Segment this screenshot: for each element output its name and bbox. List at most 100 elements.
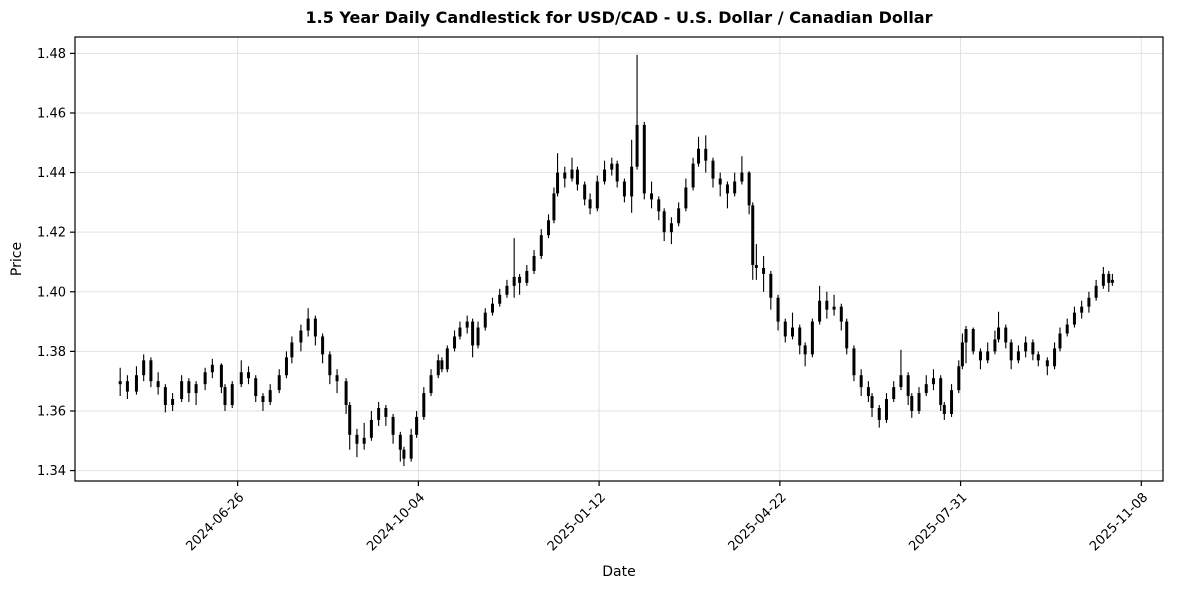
candle-body [859,375,863,388]
candle-body [595,181,599,209]
candle [818,285,822,325]
candle-body [453,336,457,349]
candle-body [476,327,480,346]
candle [556,153,560,197]
candle-body [261,396,265,403]
candle [210,358,214,379]
candle [223,384,227,411]
candle [575,166,579,191]
candle-body [798,327,802,346]
y-axis-label: Price [9,242,25,276]
candle-body [1058,333,1062,349]
y-tick-label: 1.38 [37,345,66,360]
candle [657,196,661,221]
candle-body [505,285,509,295]
x-axis-label: Date [602,564,635,580]
candle [877,405,881,428]
candle [892,381,896,403]
candle-body [247,372,251,379]
candle-body [348,405,352,435]
candle [1080,300,1084,319]
candle-body [180,381,184,400]
candle-body [1004,327,1008,343]
candle [691,157,695,191]
candle-body [398,434,402,450]
candle [465,315,469,334]
candle-body [471,321,475,346]
candle [247,366,251,385]
candle [718,172,722,197]
candle-body [465,321,469,328]
candle-body [518,276,522,283]
candle-body [1016,351,1020,361]
candle-body [650,193,654,200]
candle [547,214,551,239]
candle [1065,318,1069,337]
x-tick-label: 2025-01-12 [545,490,609,554]
candle [798,324,802,355]
candle-body [740,172,744,182]
candle-body [313,318,317,337]
candle-body [839,306,843,322]
candle [415,410,419,438]
candle-body [415,416,419,435]
candle [803,342,807,367]
candle-body [733,181,737,194]
candle-body [917,393,921,411]
candle-body [803,345,807,355]
candle [1031,339,1035,361]
candle-body [657,199,661,212]
candle [125,375,129,400]
candle-body [440,360,444,370]
candle-body [498,294,502,304]
candle [1045,357,1049,376]
candle [762,256,766,292]
candle-body [321,336,325,355]
candle-body [810,321,814,355]
candle [539,229,543,259]
candle [134,366,138,395]
candle [825,291,829,319]
candle-body [1110,279,1114,283]
y-tick-label: 1.34 [37,464,66,479]
candle [1094,279,1098,301]
candle-body [583,184,587,200]
candle [429,369,433,397]
y-tick-label: 1.40 [37,285,66,300]
candle [445,345,449,373]
candle-body [575,169,579,185]
candle-body [369,419,373,438]
candle-body [1024,342,1028,352]
candle [180,375,184,403]
candle [512,238,516,298]
candle-body [156,381,160,388]
candle [1009,339,1013,370]
candle-body [1031,342,1035,355]
candle-body [1036,354,1040,361]
candle [498,288,502,307]
candle [471,318,475,358]
candle-body [290,342,294,358]
candle-body [852,348,856,376]
candle [747,171,751,215]
candle [622,178,626,203]
candle [957,360,961,394]
candle-body [1065,324,1069,334]
candle [1107,270,1111,292]
candle [335,369,339,394]
candle [570,157,574,182]
candle [290,336,294,364]
candle-body [299,330,303,343]
candle-body [1094,285,1098,298]
candle [950,384,954,417]
candle-body [254,378,258,397]
candle-body [525,270,529,283]
candle-body [532,256,536,271]
candle-body [603,169,607,182]
candle [910,393,914,418]
candle [783,318,787,343]
y-tick-label: 1.46 [37,106,66,121]
candle-body [219,364,223,388]
candle [650,181,654,209]
candle-body [1053,348,1057,367]
